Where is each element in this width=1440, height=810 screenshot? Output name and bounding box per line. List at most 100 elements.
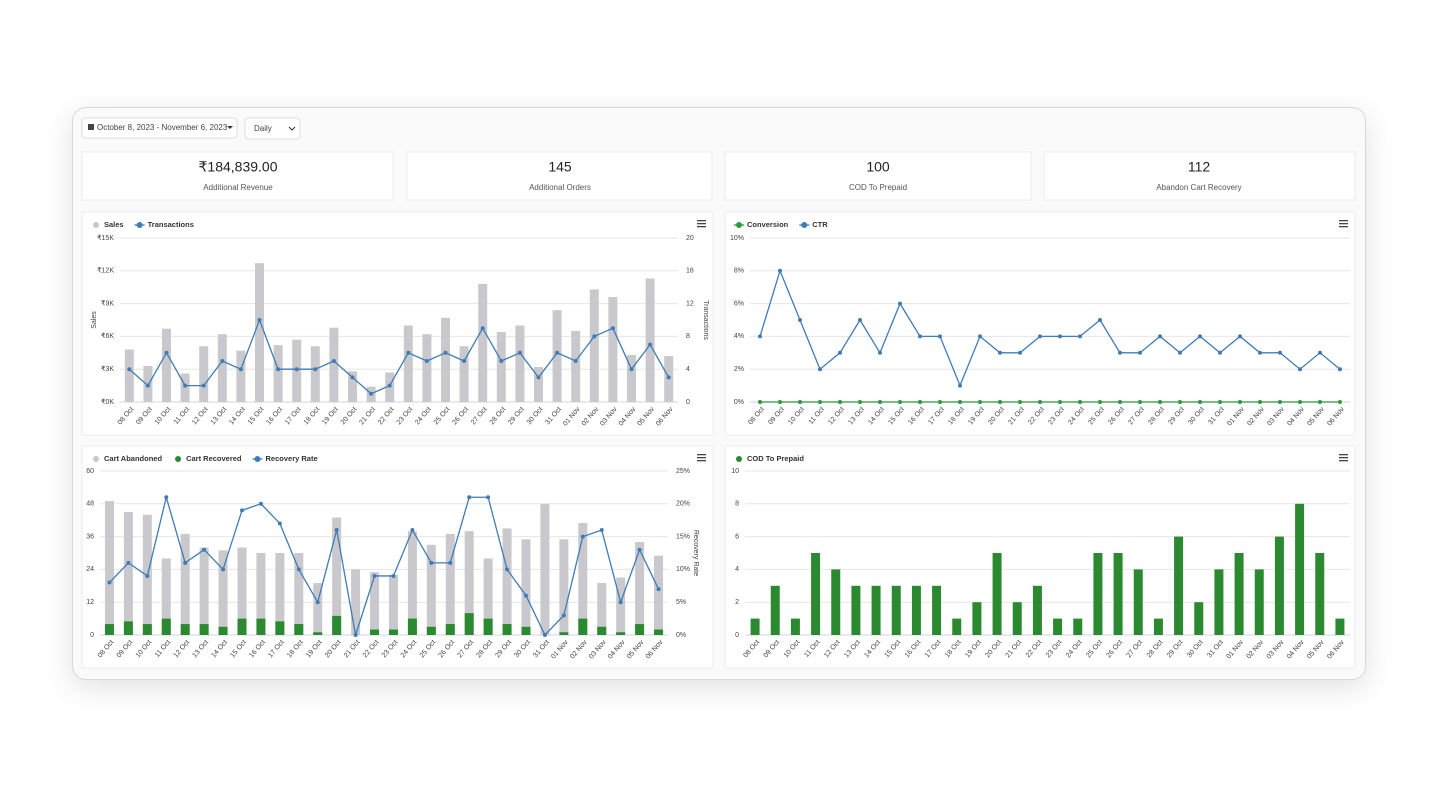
bar [407, 618, 417, 635]
bar [256, 618, 266, 635]
y-tick-label: 60 [86, 468, 94, 475]
line-point [656, 587, 661, 592]
date-picker[interactable] [81, 117, 238, 139]
line-point [353, 633, 358, 637]
line-point [536, 375, 541, 380]
y-tick-label: 10 [731, 468, 739, 475]
y-tick-label: ₹0K [101, 398, 114, 406]
menu-icon-bar[interactable] [697, 457, 706, 459]
bar [310, 346, 320, 402]
bar [578, 522, 588, 635]
line-point [145, 573, 150, 578]
y2-tick-label: 5% [676, 599, 686, 606]
line-point [296, 567, 301, 572]
line-point [592, 334, 597, 339]
line-point [978, 334, 982, 339]
y-tick-label: 8% [734, 268, 744, 275]
kpi-value: 145 [548, 159, 572, 175]
menu-icon-bar[interactable] [1339, 226, 1348, 228]
legend-label[interactable]: Sales [104, 220, 124, 229]
bar [180, 373, 190, 402]
line-point [1318, 400, 1322, 404]
menu-icon-bar[interactable] [697, 460, 706, 462]
line-point [1218, 350, 1222, 355]
line-point [1338, 367, 1342, 372]
y2-tick-label: 4 [686, 366, 690, 373]
legend-marker [254, 456, 261, 462]
y-tick-label: 12 [86, 599, 94, 606]
bar [891, 585, 901, 635]
line-point [1078, 334, 1082, 339]
menu-icon-bar[interactable] [697, 220, 706, 222]
date-range: October 8, 2023 - November 6, 2023 [97, 123, 228, 132]
line-point [818, 400, 822, 404]
interval-select[interactable] [244, 117, 301, 140]
menu-icon-bar[interactable] [697, 223, 706, 225]
line-point [517, 350, 522, 355]
line-point [1018, 400, 1022, 404]
line-point [1178, 400, 1182, 404]
kpi-label: Additional Revenue [203, 183, 273, 192]
line-point [1298, 400, 1302, 404]
bar [540, 503, 550, 635]
kpi-label: Abandon Cart Recovery [1156, 183, 1241, 192]
bar [770, 585, 780, 635]
line-point [1038, 400, 1042, 404]
chart-panel [724, 211, 1356, 436]
line-point [334, 528, 339, 533]
bar [180, 533, 190, 635]
line-point [561, 613, 566, 618]
legend-label[interactable]: Recovery Rate [266, 454, 318, 463]
legend-label[interactable]: Conversion [747, 220, 789, 229]
bar [521, 539, 531, 635]
bar [256, 553, 266, 635]
line-point [998, 400, 1002, 404]
legend-label[interactable]: COD To Prepaid [747, 454, 804, 463]
bar [1113, 553, 1123, 635]
y-tick-label: 4 [735, 566, 739, 573]
y-tick-label: 48 [86, 501, 94, 508]
bar [1254, 569, 1264, 635]
y-axis-title: Sales [91, 311, 98, 329]
line [108, 494, 660, 637]
line-point [542, 633, 547, 637]
line-point [898, 400, 902, 404]
line-point [1158, 400, 1162, 404]
bar [445, 624, 455, 635]
menu-icon-bar[interactable] [697, 226, 706, 228]
line-point [410, 528, 415, 533]
bar [1093, 553, 1103, 635]
legend-marker [93, 222, 99, 228]
menu-icon-bar[interactable] [1339, 220, 1348, 222]
bar [1073, 618, 1083, 635]
line-point [1198, 400, 1202, 404]
bar [502, 528, 512, 635]
line-point [480, 326, 485, 331]
bar [1274, 536, 1284, 635]
y-tick-label: 0% [734, 399, 744, 406]
menu-icon-bar[interactable] [1339, 223, 1348, 225]
bar [1315, 553, 1325, 635]
line-point [1058, 334, 1062, 339]
line-point [778, 268, 782, 273]
bar [237, 547, 247, 635]
line-point [758, 400, 762, 404]
y2-tick-label: 10% [676, 566, 690, 573]
menu-icon-bar[interactable] [697, 454, 706, 456]
legend-label[interactable]: Transactions [148, 220, 194, 229]
bar [123, 512, 133, 635]
line-point [126, 560, 131, 565]
menu-icon-bar[interactable] [1339, 460, 1348, 462]
bar [237, 618, 247, 635]
bar [750, 618, 760, 635]
menu-icon-bar[interactable] [1339, 454, 1348, 456]
line-point [315, 600, 320, 605]
bar [597, 583, 607, 635]
legend-marker [93, 456, 99, 462]
bar [236, 350, 246, 402]
legend-label[interactable]: Cart Abandoned [104, 454, 162, 463]
legend-label[interactable]: Cart Recovered [186, 454, 242, 463]
legend-label[interactable]: CTR [812, 220, 828, 229]
menu-icon-bar[interactable] [1339, 457, 1348, 459]
